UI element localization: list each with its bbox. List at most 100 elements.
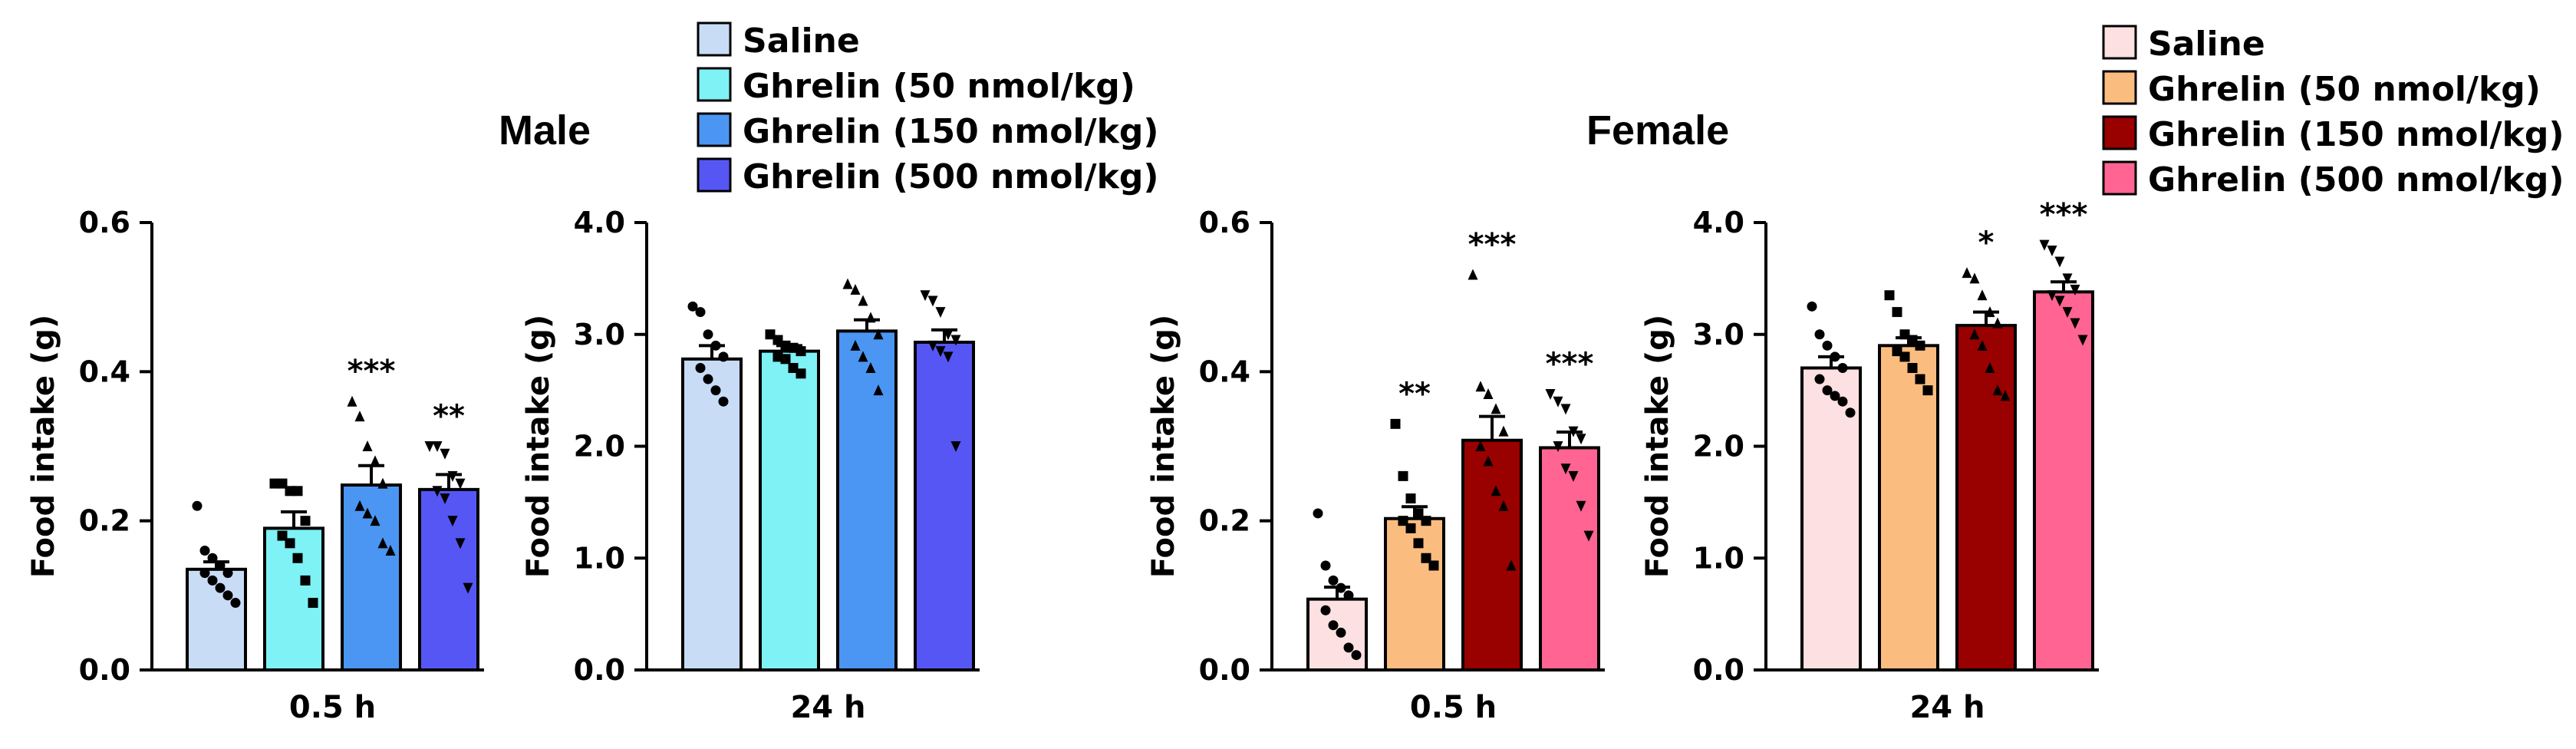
data-point (1421, 516, 1431, 526)
data-point (440, 448, 450, 460)
bar (1461, 438, 1523, 672)
data-point (1907, 335, 1918, 345)
data-point (1992, 317, 2003, 328)
legend-swatch-female-ghrelin-500 (2102, 160, 2137, 196)
y-tick-label: 0.0 (574, 653, 625, 687)
significance-label: ** (1398, 376, 1431, 411)
data-point (2062, 273, 2073, 285)
data-point (796, 346, 806, 357)
data-point (424, 441, 435, 452)
data-point (858, 351, 868, 362)
significance-label: *** (1468, 227, 1517, 262)
data-point (347, 395, 357, 407)
y-tick-label: 3.0 (1693, 318, 1744, 351)
data-point (1915, 340, 1925, 351)
x-axis-label: 24 h (790, 690, 865, 725)
data-point (865, 361, 876, 373)
y-axis-label: Food intake (g) (521, 315, 556, 578)
significance-label: *** (1546, 346, 1594, 381)
data-point (703, 374, 713, 384)
data-point (362, 440, 373, 451)
data-point (2070, 318, 2080, 329)
data-point (440, 493, 450, 505)
legend-swatch-male-ghrelin-500 (697, 157, 732, 193)
bar (836, 329, 898, 671)
data-point (1483, 455, 1494, 467)
data-point (1313, 508, 1323, 519)
legend-female: Saline Ghrelin (50 nmol/kg) Ghrelin (150… (2102, 25, 2564, 200)
data-point (385, 545, 396, 556)
data-point (2054, 256, 2065, 268)
data-point (1583, 530, 1594, 542)
data-point (199, 546, 210, 556)
data-point (1498, 500, 1509, 511)
data-point (1576, 434, 1586, 445)
data-point (1969, 272, 1980, 284)
data-point (1398, 470, 1408, 481)
data-point (703, 329, 713, 340)
significance-label: *** (348, 354, 396, 389)
data-point (1428, 560, 1439, 571)
data-point (2000, 390, 2011, 401)
x-axis-label: 24 h (1909, 690, 1985, 725)
y-tick-label: 4.0 (1693, 206, 1744, 239)
data-point (362, 507, 373, 519)
data-point (1969, 328, 1980, 340)
data-point (463, 582, 473, 594)
data-point (1336, 582, 1346, 593)
data-point (1405, 523, 1416, 533)
data-point (1807, 301, 1817, 312)
y-tick-label: 0.6 (79, 206, 130, 239)
chart-male-24h: 0.0 1.0 2.0 3.0 4.0 Food intake (g) 24 h (521, 206, 980, 725)
data-point (772, 351, 783, 362)
data-point (1822, 385, 1833, 396)
y-tick-label: 1.0 (574, 541, 625, 575)
data-point (1576, 500, 1586, 512)
data-point (772, 335, 783, 345)
y-tick-label: 0.4 (79, 355, 130, 388)
data-point (780, 354, 791, 365)
data-point (1560, 404, 1571, 415)
data-point (354, 411, 365, 422)
data-point (354, 500, 365, 511)
data-point (710, 340, 721, 351)
data-point (950, 441, 961, 452)
data-point (455, 538, 466, 549)
legend-label-female-ghrelin-150: Ghrelin (150 nmol/kg) (2148, 115, 2564, 154)
data-point (927, 340, 938, 351)
data-point (1351, 650, 1362, 661)
significance-label: *** (2040, 197, 2088, 233)
bar (681, 357, 743, 671)
data-point (432, 441, 443, 452)
data-point (1413, 538, 1424, 549)
data-point (687, 301, 698, 312)
data-point (1328, 575, 1339, 586)
data-point (2077, 335, 2088, 346)
data-point (455, 478, 466, 490)
data-point (710, 385, 721, 396)
significance-label: * (1978, 226, 1995, 261)
data-point (1491, 403, 1501, 414)
data-point (1343, 642, 1354, 653)
data-point (1837, 362, 1848, 373)
data-point (850, 283, 861, 295)
data-point (943, 351, 954, 363)
data-point (1985, 361, 1995, 373)
y-tick-label: 2.0 (1693, 430, 1744, 464)
data-point (920, 290, 931, 302)
data-point (1568, 426, 1579, 437)
data-point (796, 368, 806, 379)
data-point (1560, 464, 1571, 475)
data-point (1475, 440, 1486, 451)
legend-swatch-male-ghrelin-150 (697, 112, 732, 147)
data-point (858, 295, 868, 306)
data-point (1568, 470, 1579, 482)
data-point (1421, 553, 1431, 563)
data-point (850, 339, 861, 351)
panel-title-male: Male (499, 107, 591, 153)
data-point (1814, 374, 1825, 384)
